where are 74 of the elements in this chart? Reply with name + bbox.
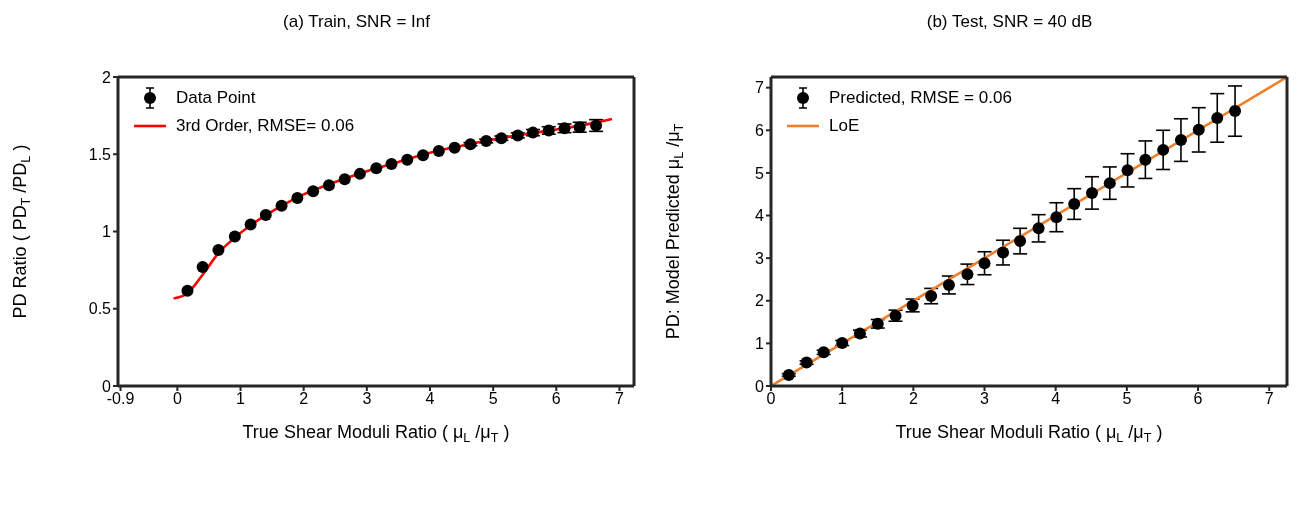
y-tick-label: 4 — [755, 207, 765, 225]
x-axis-title: True Shear Moduli Ratio ( μ$_{L}$/μ$_{T}$ ) — [895, 422, 1163, 445]
x-tick-label: 0 — [766, 390, 776, 408]
point — [322, 179, 335, 192]
x-tick-label: 2 — [299, 390, 309, 408]
point — [275, 199, 288, 212]
point — [1174, 134, 1187, 147]
point — [196, 261, 209, 274]
x-tick-label: 0 — [172, 390, 182, 408]
point — [244, 218, 257, 231]
point — [448, 141, 461, 154]
point — [1211, 111, 1224, 124]
point — [997, 246, 1010, 259]
chart-title: (a) Train, SNR = Inf — [283, 12, 430, 31]
legend-label: LoE — [829, 116, 860, 136]
point — [1068, 198, 1081, 211]
point — [1229, 105, 1242, 118]
x-tick-label: 4 — [425, 390, 435, 408]
point — [1139, 153, 1152, 166]
point — [432, 145, 445, 158]
point — [338, 173, 351, 186]
point — [782, 368, 795, 381]
line-series — [172, 117, 614, 300]
point — [291, 191, 304, 204]
point — [1032, 222, 1045, 235]
x-tick-label: 7 — [615, 390, 625, 408]
point — [307, 185, 320, 198]
x-tick-label: 3 — [980, 390, 990, 408]
legend-label: Data Point — [176, 88, 256, 108]
y-tick-label: 7 — [755, 79, 765, 97]
y-tick-label: 0.5 — [88, 300, 112, 318]
y-tick-label: 3 — [755, 249, 765, 267]
y-tick-label: 5 — [755, 164, 765, 182]
point — [961, 268, 974, 281]
x-tick-label: 6 — [1193, 390, 1203, 408]
point — [212, 244, 225, 257]
point — [1085, 186, 1098, 199]
x-tick-label: 6 — [551, 390, 561, 408]
y-tick-label: 2 — [102, 68, 112, 86]
point — [1157, 143, 1170, 156]
chart-title: (b) Test, SNR = 40 dB — [926, 12, 1093, 31]
point — [370, 162, 383, 175]
point — [1103, 177, 1116, 190]
x-tick-label: 4 — [1051, 390, 1061, 408]
x-tick-label: 1 — [236, 390, 246, 408]
y-tick-label: 1 — [755, 335, 765, 353]
point — [1050, 211, 1063, 224]
x-tick-label: 5 — [1122, 390, 1132, 408]
y-tick-label: 2 — [755, 292, 765, 310]
legend-label: Predicted, RMSE = 0.06 — [829, 88, 1012, 108]
point — [228, 230, 241, 243]
point — [417, 149, 430, 162]
x-axis-title: True Shear Moduli Ratio ( μ$_{L}$/μ$_{T}$ ) — [242, 422, 510, 445]
x-tick-label: 7 — [1264, 390, 1274, 408]
y-tick-label: 1.5 — [88, 145, 112, 163]
x-tick-label: 2 — [908, 390, 918, 408]
point — [942, 278, 955, 291]
point — [978, 257, 991, 270]
x-tick-label: 1 — [837, 390, 847, 408]
point — [1192, 123, 1205, 136]
y-tick-label: 0 — [755, 377, 765, 395]
x-tick-label: 3 — [362, 390, 372, 408]
point — [385, 157, 398, 170]
y-tick-label: 0 — [102, 377, 112, 395]
point — [1121, 164, 1134, 177]
point — [181, 284, 194, 297]
x-tick-label: 5 — [488, 390, 498, 408]
y-tick-label: 1 — [102, 223, 112, 241]
point — [353, 167, 366, 180]
point — [401, 153, 414, 166]
y-tick-label: 6 — [755, 121, 765, 139]
point — [259, 208, 272, 221]
point — [1014, 235, 1027, 248]
legend-label: 3rd Order, RMSE= 0.06 — [176, 116, 355, 136]
